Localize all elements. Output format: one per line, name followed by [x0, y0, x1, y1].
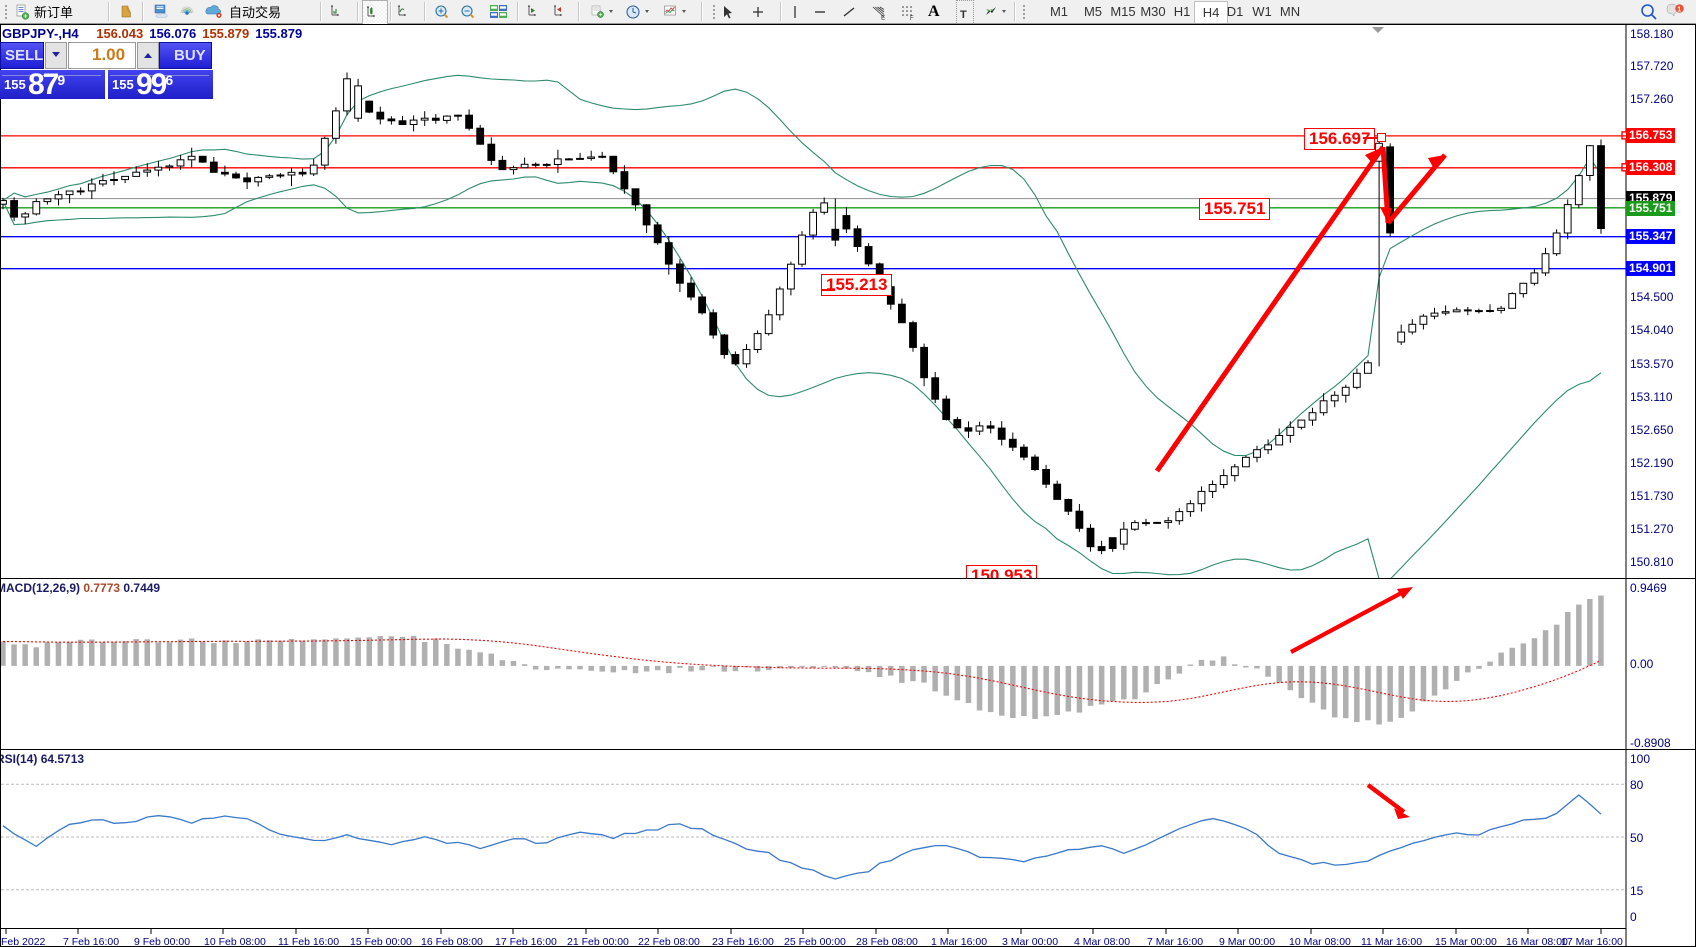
svg-text:F: F: [910, 16, 914, 20]
svg-text:E: E: [881, 14, 886, 20]
svg-text:T: T: [960, 9, 967, 21]
svg-text:1: 1: [1677, 6, 1681, 13]
